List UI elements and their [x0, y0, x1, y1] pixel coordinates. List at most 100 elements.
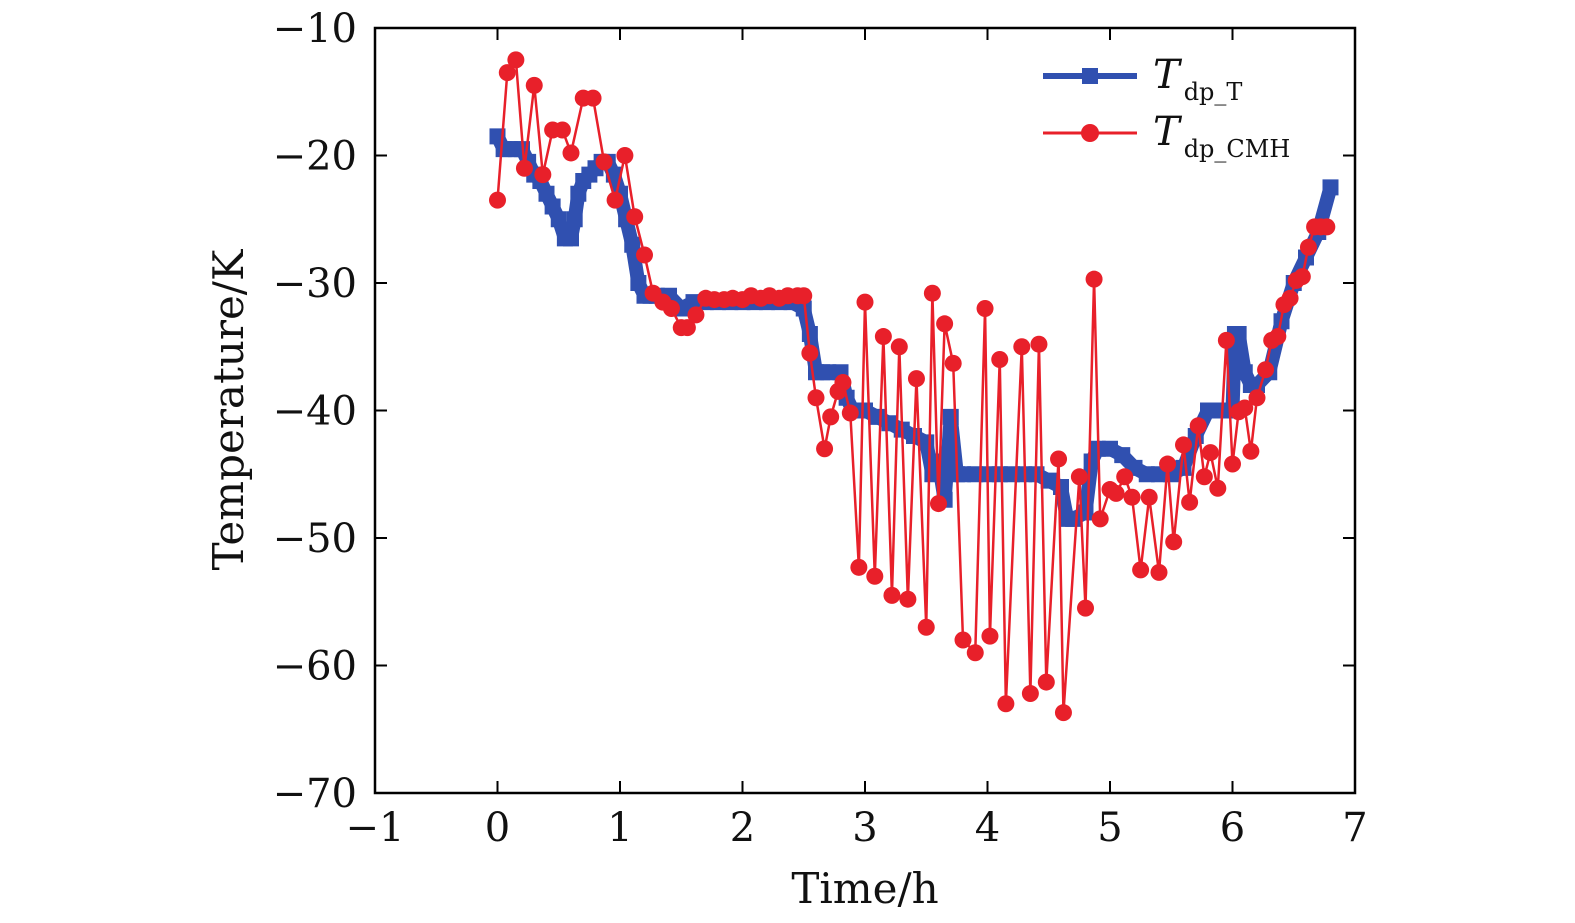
series-layer [489, 51, 1339, 722]
ticks-layer: −1 0 1 2 3 4 5 6 7−70−60−50−40−30−20−10 [273, 6, 1368, 851]
x-tick-label: 0 [485, 805, 510, 851]
tdp-t-point [1138, 466, 1155, 483]
tdp-cmh-point [954, 631, 972, 649]
tdp-cmh-point [616, 147, 634, 164]
tdp-t-point [955, 466, 971, 483]
legend-symbol: T [1153, 109, 1183, 155]
tdp-cmh-point [678, 319, 696, 337]
tdp-cmh-point [534, 166, 552, 184]
tdp-cmh-point [1054, 704, 1072, 722]
y-tick-label: −30 [273, 261, 357, 307]
tdp-cmh-point [1159, 455, 1177, 473]
tdp-cmh-point [890, 338, 908, 356]
tdp-cmh-point [866, 567, 884, 585]
tdp-cmh-point [1116, 468, 1134, 486]
tdp-t-point [563, 230, 579, 247]
tdp-cmh-point [1037, 673, 1055, 691]
tdp-cmh-point [936, 315, 954, 333]
tdp-cmh-point [1140, 488, 1158, 506]
x-tick-label: −1 [346, 805, 405, 851]
tdp-t-point [795, 300, 812, 317]
y-tick-label: −70 [273, 771, 357, 817]
tdp-t-point [566, 211, 583, 228]
tdp-t-point [801, 326, 818, 342]
tdp-cmh-point [1269, 328, 1287, 346]
tdp-t-point [1200, 402, 1216, 419]
tdp-cmh-point [1248, 389, 1266, 407]
tdp-cmh-point [807, 389, 825, 407]
tdp-cmh-point [1175, 436, 1192, 454]
tdp-cmh-point [595, 153, 613, 171]
tdp-cmh-point [795, 287, 813, 305]
tdp-cmh-point [874, 328, 892, 346]
tdp-cmh-point [489, 191, 506, 209]
y-tick-label: −20 [273, 134, 357, 180]
tdp-t-point [1053, 479, 1069, 495]
tdp-cmh-point [1299, 238, 1317, 256]
tdp-cmh-point [923, 284, 941, 302]
x-tick-label: 7 [1342, 805, 1367, 851]
y-tick-label: −50 [273, 516, 357, 562]
tdp-cmh-point [1257, 361, 1275, 379]
tdp-cmh-point [1209, 479, 1227, 497]
tdp-cmh-point [816, 440, 834, 458]
tdp-cmh-point [850, 558, 868, 576]
x-tick-label: 5 [1097, 805, 1122, 851]
tdp-cmh-point [1242, 442, 1260, 460]
tdp-cmh-point [662, 300, 680, 317]
tdp-cmh-point [1132, 561, 1150, 579]
tdp-cmh-point [1189, 417, 1207, 435]
x-tick-label: 4 [975, 805, 1000, 851]
legend-subscript: dp_CMH [1184, 135, 1291, 163]
legend-symbol: T [1153, 52, 1183, 98]
tdp-cmh-point [606, 191, 624, 209]
tdp-t-point [1230, 326, 1247, 342]
tdp-cmh-point [562, 144, 580, 162]
tdp-cmh-point [1201, 444, 1219, 462]
legend-marker-tdp-t [1082, 68, 1098, 84]
tdp-cmh-point [498, 64, 516, 82]
tdp-t-point [1212, 402, 1229, 419]
tdp-cmh-point [687, 306, 705, 324]
tdp-cmh-point [981, 627, 999, 645]
tdp-cmh-point [930, 495, 947, 513]
tdp-t-point [570, 185, 587, 202]
x-tick-label: 3 [852, 805, 877, 851]
tdp-cmh-point [822, 408, 840, 426]
tdp-cmh-point [584, 89, 602, 107]
legend-marker-tdp-cmh [1081, 124, 1099, 142]
tdp-t-point [538, 185, 555, 202]
tdp-t-point [1040, 472, 1057, 489]
tdp-cmh-point [636, 246, 653, 264]
y-tick-label: −40 [273, 389, 357, 435]
tdp-cmh-point [976, 300, 994, 317]
tdp-cmh-point [899, 590, 917, 608]
tdp-cmh-point [801, 344, 819, 362]
tdp-cmh-point [525, 76, 543, 94]
tdp-cmh-point [1150, 563, 1168, 581]
x-tick-label: 2 [730, 805, 755, 851]
tdp-cmh-point [1077, 599, 1094, 617]
tdp-t-point [550, 211, 567, 228]
legend-subscript: dp_T [1184, 78, 1243, 106]
tdp-t-point [1236, 364, 1253, 381]
tdp-cmh-point [1181, 493, 1199, 511]
tdp-t-point [630, 275, 647, 291]
tdp-t-point [1102, 440, 1118, 457]
tdp-t-point [1175, 459, 1192, 476]
x-tick-label: 6 [1220, 805, 1245, 851]
tdp-cmh-point [1318, 218, 1336, 236]
tdp-cmh-point [1021, 685, 1039, 703]
tdp-cmh-point [626, 208, 644, 226]
tdp-cmh-point [997, 695, 1015, 713]
tdp-t-point [624, 236, 641, 253]
tdp-cmh-point [1165, 533, 1183, 551]
tdp-cmh-point [966, 644, 984, 662]
tdp-t-point [1114, 447, 1131, 464]
tdp-cmh-point [1030, 335, 1048, 353]
tdp-cmh-point [1195, 468, 1213, 486]
tdp-t-point [1083, 453, 1100, 470]
tdp-t-point [1322, 179, 1339, 196]
y-tick-label: −60 [273, 644, 357, 690]
tdp-cmh-point [1293, 268, 1311, 286]
